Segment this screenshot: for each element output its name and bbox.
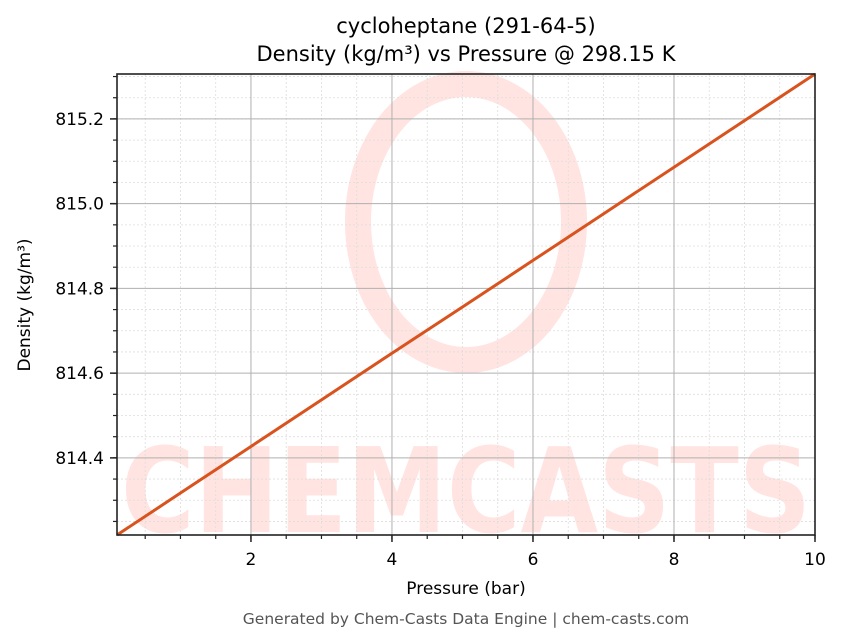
chemcasts-watermark: CHEMCASTS bbox=[121, 71, 811, 560]
y-tick-label: 814.8 bbox=[55, 279, 104, 299]
footer-credit: Generated by Chem-Casts Data Engine | ch… bbox=[243, 610, 689, 628]
x-tick-label: 4 bbox=[387, 550, 398, 570]
major-grid bbox=[117, 74, 816, 535]
x-tick-label: 6 bbox=[528, 550, 539, 570]
y-axis-ticks: 814.4 814.6 814.8 815.0 815.2 bbox=[55, 75, 117, 523]
data-series bbox=[116, 72, 816, 537]
chart-title: cycloheptane (291-64-5) bbox=[336, 14, 595, 38]
y-tick-label: 815.0 bbox=[55, 195, 104, 215]
x-tick-label: 8 bbox=[669, 550, 680, 570]
x-tick-label: 2 bbox=[246, 550, 257, 570]
x-tick-label: 10 bbox=[804, 550, 826, 570]
watermark-text: CHEMCASTS bbox=[121, 422, 811, 560]
y-axis-label: Density (kg/m³) bbox=[15, 238, 35, 371]
x-axis-label: Pressure (bar) bbox=[406, 579, 525, 599]
axes-frame bbox=[116, 73, 816, 536]
y-tick-label: 814.6 bbox=[55, 364, 104, 384]
chart-subtitle: Density (kg/m³) vs Pressure @ 298.15 K bbox=[256, 42, 676, 66]
density-line bbox=[116, 72, 816, 537]
y-tick-label: 814.4 bbox=[55, 449, 104, 469]
plot-area-border bbox=[116, 73, 816, 536]
x-axis-ticks: 2 4 6 8 10 bbox=[144, 535, 826, 570]
watermark-swirl-icon bbox=[345, 71, 587, 373]
y-tick-label: 815.2 bbox=[55, 110, 104, 130]
